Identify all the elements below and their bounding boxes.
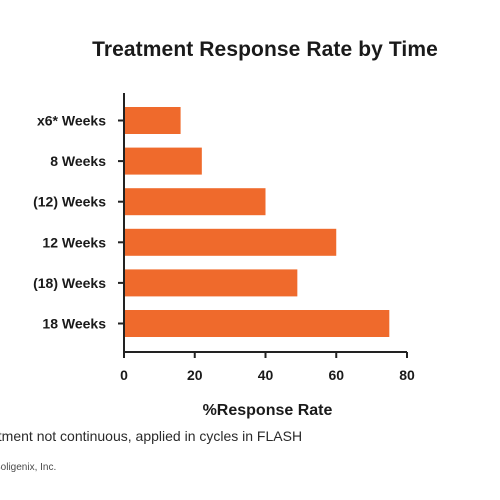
bar-2 [124, 188, 266, 216]
bar-1 [124, 147, 202, 175]
bar-0 [124, 107, 181, 134]
x-tick-label-2: 40 [258, 367, 274, 383]
category-label-4: (18) Weeks [33, 275, 106, 291]
footnote: atment not continuous, applied in cycles… [0, 428, 303, 444]
credit-text: Soligenix, Inc. [0, 462, 57, 473]
x-tick-label-3: 60 [328, 367, 344, 383]
x-tick-label-1: 20 [187, 367, 203, 383]
x-ticks: 0 20 40 60 80 [120, 352, 415, 383]
category-label-5: 18 Weeks [42, 316, 106, 332]
category-label-0: x6* Weeks [37, 113, 106, 129]
bar-3 [124, 228, 337, 256]
bar-5 [124, 310, 390, 337]
x-tick-label-0: 0 [120, 367, 128, 383]
category-label-1: 8 Weeks [50, 153, 106, 169]
bars-group [124, 107, 390, 337]
x-tick-label-4: 80 [399, 367, 415, 383]
category-label-3: 12 Weeks [42, 234, 106, 250]
category-label-2: (12) Weeks [33, 194, 106, 210]
category-labels: x6* Weeks 8 Weeks (12) Weeks 12 Weeks (18) W… [33, 113, 124, 332]
x-axis-title: %Response Rate [203, 402, 333, 419]
bar-4 [124, 269, 298, 297]
chart-title: Treatment Response Rate by Time [92, 38, 438, 61]
